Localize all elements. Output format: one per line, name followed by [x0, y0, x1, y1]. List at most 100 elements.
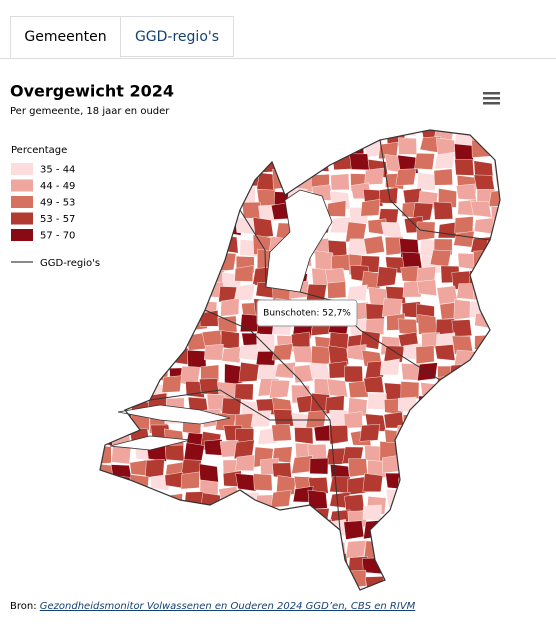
municipality	[416, 172, 437, 191]
tab[interactable]: Gemeenten	[10, 16, 121, 58]
municipality	[222, 540, 242, 563]
municipality	[100, 559, 112, 576]
municipality	[234, 383, 254, 401]
municipality	[234, 265, 254, 282]
municipality	[100, 345, 114, 363]
municipality	[415, 576, 436, 590]
municipality	[470, 575, 490, 590]
municipality	[116, 233, 137, 253]
municipality	[471, 542, 491, 559]
municipality	[161, 375, 182, 393]
municipality	[235, 454, 255, 472]
municipality	[492, 508, 500, 529]
menu-button[interactable]	[483, 92, 500, 105]
municipality	[489, 427, 500, 445]
municipality	[437, 440, 456, 457]
municipality	[164, 251, 184, 268]
municipality	[295, 130, 315, 144]
municipality	[204, 221, 225, 242]
municipality	[167, 523, 190, 543]
municipality	[218, 486, 240, 503]
municipality	[151, 284, 171, 305]
municipality	[343, 130, 365, 138]
municipality	[239, 136, 260, 154]
municipality	[420, 462, 442, 481]
municipality	[238, 508, 261, 525]
source-prefix: Bron:	[10, 601, 37, 612]
municipality	[149, 509, 171, 526]
municipality	[383, 523, 403, 543]
municipality	[400, 456, 421, 476]
municipality	[100, 130, 111, 144]
municipality	[127, 198, 149, 215]
municipality	[112, 351, 133, 369]
municipality	[235, 217, 255, 235]
municipality	[129, 346, 149, 366]
municipality	[170, 238, 190, 257]
municipality	[403, 489, 423, 508]
municipality	[111, 445, 132, 465]
municipality	[147, 352, 168, 372]
municipality	[238, 362, 260, 383]
municipality	[132, 586, 152, 590]
municipality	[275, 589, 298, 590]
municipality	[145, 459, 165, 479]
tab[interactable]: GGD-regio's	[121, 16, 234, 57]
legend-swatch	[11, 229, 33, 241]
municipality	[451, 380, 472, 399]
source-link[interactable]: Gezondheidsmonitor Volwassenen en Oudere…	[39, 601, 416, 612]
municipality	[272, 559, 293, 579]
municipality	[367, 392, 387, 410]
municipality	[308, 508, 330, 527]
municipality	[183, 442, 205, 464]
municipality	[439, 427, 461, 445]
municipality	[147, 130, 169, 143]
municipality	[329, 476, 351, 494]
municipality	[452, 480, 474, 498]
municipality	[242, 130, 262, 140]
municipality	[100, 250, 120, 267]
municipality	[359, 423, 380, 442]
municipality	[380, 541, 401, 559]
municipality	[185, 250, 206, 270]
municipality	[197, 186, 219, 204]
municipality	[200, 543, 221, 561]
municipality	[115, 143, 136, 163]
municipality	[146, 332, 167, 353]
municipality	[250, 410, 272, 428]
municipality	[100, 221, 117, 239]
municipality	[383, 575, 405, 590]
municipality	[381, 298, 403, 318]
municipality	[433, 570, 454, 590]
municipality	[224, 363, 243, 386]
municipality	[195, 574, 218, 590]
municipality	[271, 343, 294, 361]
municipality	[115, 288, 135, 308]
municipality	[168, 555, 190, 575]
municipality	[151, 141, 172, 159]
municipality	[258, 525, 279, 546]
municipality	[115, 249, 135, 266]
municipality	[109, 364, 129, 384]
municipality	[217, 152, 239, 172]
municipality	[486, 551, 500, 569]
municipality	[220, 330, 240, 350]
municipality	[454, 573, 476, 590]
municipality	[188, 187, 208, 208]
municipality	[270, 569, 290, 589]
municipality	[165, 269, 185, 288]
subtitle: Per gemeente, 18 jaar en ouder	[10, 106, 170, 117]
municipality	[128, 541, 149, 559]
municipality	[116, 318, 138, 340]
municipality	[199, 310, 219, 327]
municipality	[256, 333, 276, 352]
municipality	[183, 267, 204, 289]
municipality	[218, 208, 238, 228]
municipality	[163, 493, 183, 510]
municipality	[490, 539, 500, 558]
municipality	[314, 250, 334, 272]
municipality	[183, 525, 205, 543]
municipality	[493, 442, 500, 463]
municipality	[489, 576, 500, 590]
